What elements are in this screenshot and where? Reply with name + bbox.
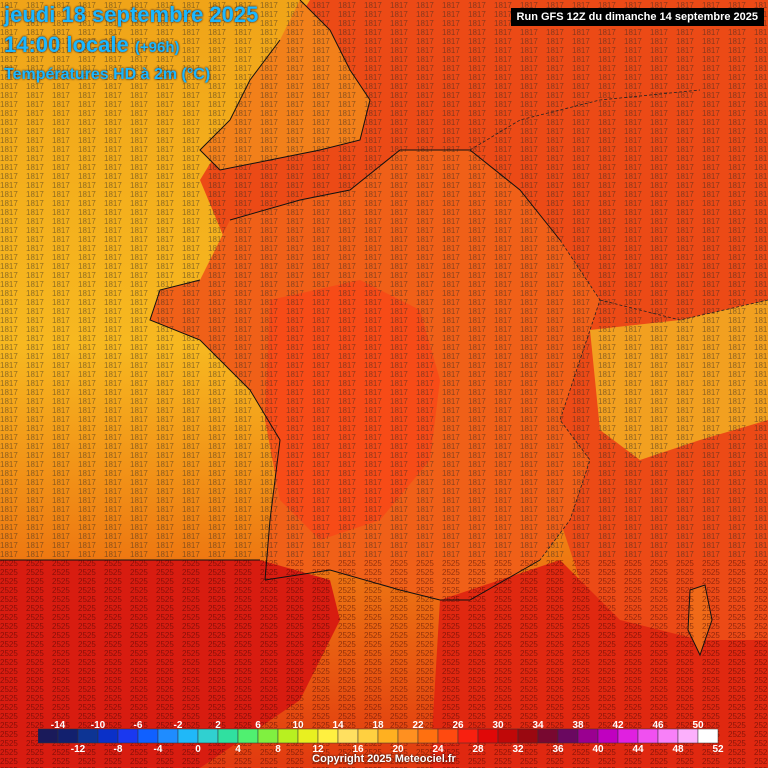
legend-top-label: 18 [372,720,384,731]
legend-top-label: 34 [532,720,544,731]
legend-swatch [217,728,239,744]
legend-swatch [477,728,499,744]
color-legend: -14 -10 -6 -2 2 6 10 14 18 22 26 30 34 38 42 46 50-12 -8-… [38,720,724,753]
legend-swatch [38,728,59,744]
copyright: Copyright 2025 Meteociel.fr [312,753,456,765]
legend-swatch [237,728,259,744]
legend-top-label: 6 [255,720,261,731]
legend-top-label: -10 [91,720,106,731]
legend-top-label: 50 [692,720,704,731]
legend-swatch [637,728,659,744]
legend-swatch [397,728,419,744]
legend-swatch [437,728,459,744]
legend-bottom-label: 48 [672,744,684,753]
legend-top-label: 22 [412,720,424,731]
legend-swatch [357,728,379,744]
legend-top-label: -14 [51,720,66,731]
variable-title: Températures HD à 2m (°C) [4,66,211,83]
legend-swatch [577,728,599,744]
legend-top-label: 38 [572,720,584,731]
legend-top-label: -2 [174,720,183,731]
legend-swatch [557,728,579,744]
legend-swatch [377,728,399,744]
borders [469,89,768,561]
legend-top-label: -6 [134,720,143,731]
legend-bottom-label: 44 [632,744,644,753]
legend-bottom-label: 52 [712,744,724,753]
legend-swatch [597,728,619,744]
legend-bottom-label: 36 [552,744,564,753]
legend-top-label: 46 [652,720,664,731]
legend-swatch [117,728,139,744]
legend-bottom-label: -8 [114,744,123,753]
legend-swatch [677,728,699,744]
legend-bottom-label: 12 [312,744,324,753]
legend-bottom-label: 16 [352,744,364,753]
legend-top-label: 10 [292,720,304,731]
legend-swatch [97,728,119,744]
legend-swatch [77,728,99,744]
legend-swatch [497,728,519,744]
legend-bottom-label: -12 [71,744,86,753]
legend-swatch [337,728,359,744]
legend-swatch [297,728,319,744]
forecast-date: jeudi 18 septembre 2025 [4,2,259,27]
legend-bottom-label: 4 [235,744,241,753]
legend-swatch [197,728,219,744]
legend-bottom-label: -4 [154,744,163,753]
legend-swatch [57,728,79,744]
legend-bottom-label: 0 [195,744,201,753]
legend-swatch [317,728,339,744]
legend-swatch [457,728,479,744]
coastlines [0,0,713,657]
legend-swatch [137,728,159,744]
legend-bottom-label: 32 [512,744,524,753]
value-grid [0,0,768,560]
legend-top-label: 14 [332,720,344,731]
legend-bottom-label: 28 [472,744,484,753]
legend-bottom-label: 24 [432,744,444,753]
legend-swatch [417,728,439,744]
legend-bottom-label: 8 [275,744,281,753]
legend-swatch [617,728,639,744]
legend-top-label: 30 [492,720,504,731]
legend-top-label: 2 [215,720,221,731]
run-info: Run GFS 12Z du dimanche 14 septembre 202… [510,8,764,26]
legend-swatch [537,728,559,744]
legend-swatch [277,728,299,744]
time-label: 14:00 locale [4,32,129,57]
legend-swatch [517,728,539,744]
forecast-time: 14:00 locale (+96h) [4,32,179,58]
legend-swatch [697,728,719,744]
legend-swatch [257,728,279,744]
legend-swatch [157,728,179,744]
legend-swatch [177,728,199,744]
legend-bottom-label: 20 [392,744,404,753]
legend-bottom-label: 40 [592,744,604,753]
time-offset: (+96h) [134,39,180,56]
legend-top-label: 26 [452,720,464,731]
legend-top-label: 42 [612,720,624,731]
legend-swatch [657,728,679,744]
